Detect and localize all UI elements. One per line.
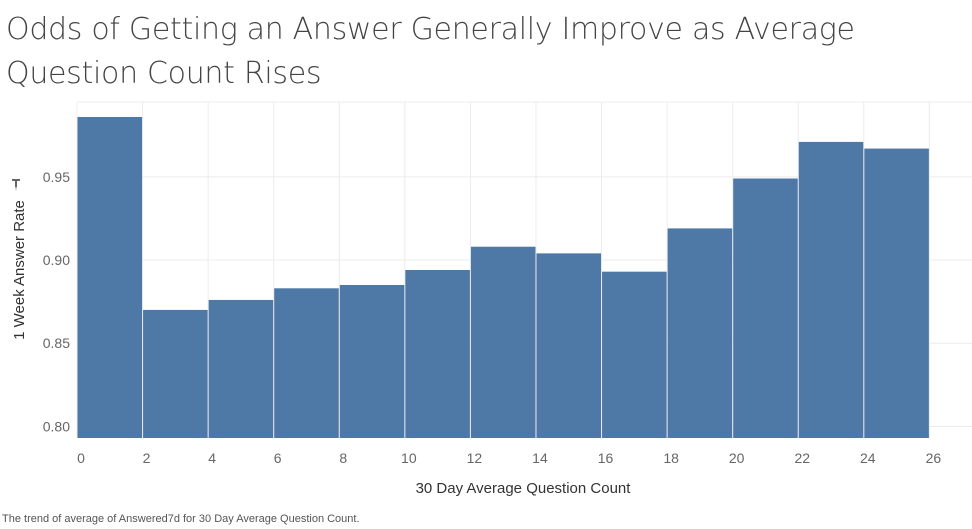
bar-8-10[interactable] [339,284,405,438]
bar-2-4[interactable] [143,309,208,438]
bar-24-26[interactable] [864,148,929,438]
x-tick-label: 14 [532,450,548,466]
bar-4-6[interactable] [208,299,274,438]
x-tick-label: 4 [208,450,216,466]
bar-18-20[interactable] [667,228,733,438]
bar-6-8[interactable] [274,288,339,438]
y-tick-label: 0.95 [43,169,70,185]
bar-14-16[interactable] [536,253,602,438]
bar-22-24[interactable] [798,141,864,439]
y-tick-label: 0.90 [43,252,70,268]
bar-0-2[interactable] [77,116,143,438]
bars [77,116,929,439]
x-tick-label: 12 [467,450,483,466]
x-axis-ticks: 0 2 4 6 8 10 12 14 16 18 20 22 24 26 [77,450,941,466]
bar-20-22[interactable] [733,178,798,439]
x-tick-label: 16 [598,450,614,466]
x-tick-label: 10 [401,450,417,466]
x-tick-label: 26 [926,450,942,466]
x-tick-label: 24 [860,450,876,466]
x-axis-title: 30 Day Average Question Count [416,480,632,497]
x-tick-label: 2 [143,450,151,466]
y-tick-label: 0.85 [43,335,70,351]
x-tick-label: 20 [729,450,745,466]
x-tick-label: 22 [794,450,810,466]
bar-12-14[interactable] [470,246,536,438]
chart-title: Odds of Getting an Answer Generally Impr… [6,12,855,91]
x-tick-label: 8 [339,450,347,466]
bar-10-12[interactable] [405,270,470,438]
y-axis-title: 1 Week Answer Rate [11,200,28,340]
chart-caption: The trend of average of Answered7d for 3… [2,513,360,525]
y-tick-label: 0.80 [43,418,70,434]
x-tick-label: 0 [77,450,85,466]
bar-16-18[interactable] [602,271,667,438]
x-tick-label: 6 [274,450,282,466]
y-axis-ticks: 0.80 0.85 0.90 0.95 [43,169,70,435]
pin-icon[interactable] [12,179,20,191]
x-tick-label: 18 [663,450,679,466]
